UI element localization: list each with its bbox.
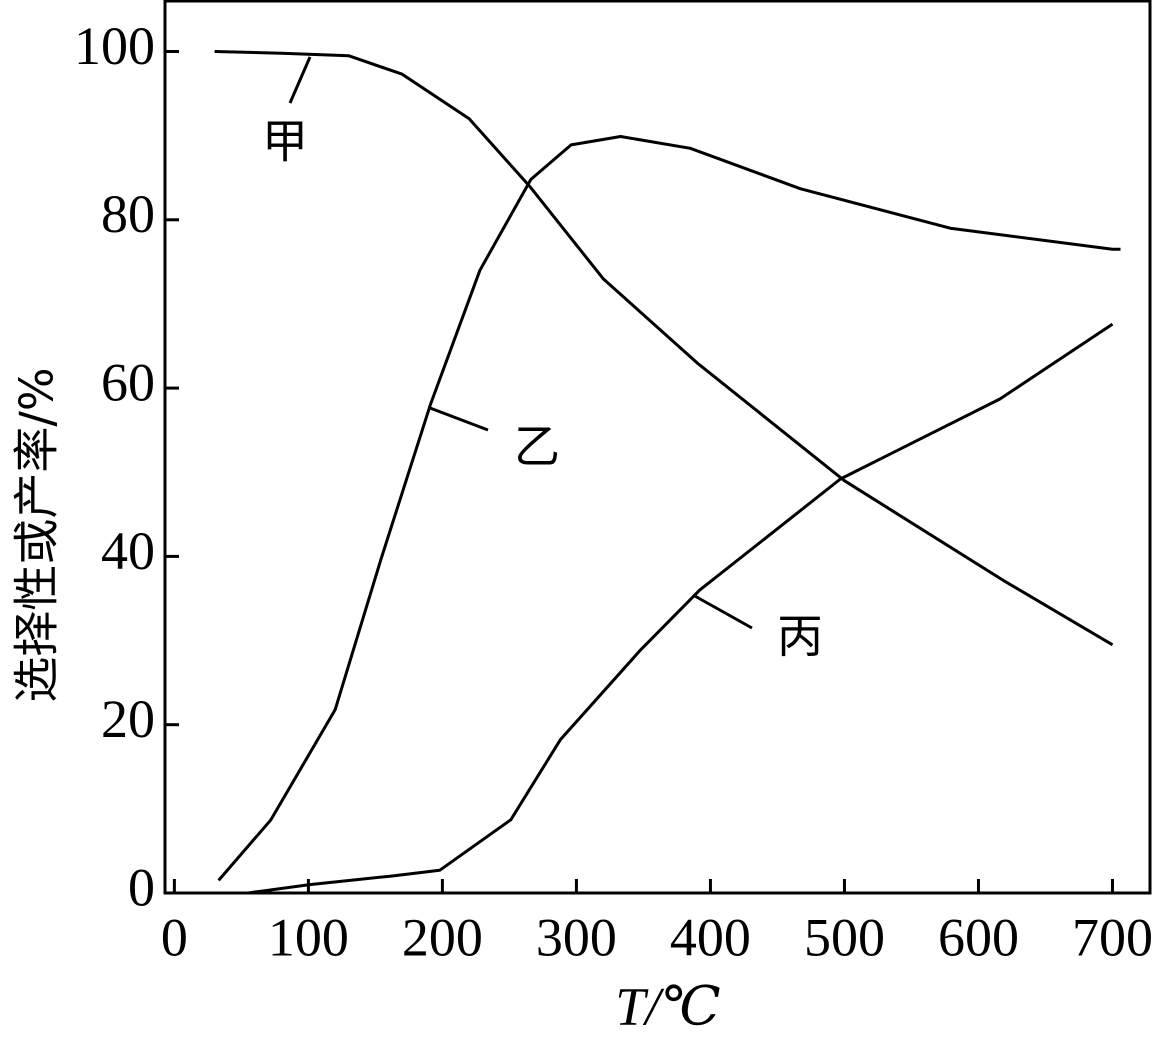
line [247,322,1114,895]
x-tick-label: 100 [268,907,349,967]
leader-line [429,406,489,432]
x-tick-label: 700 [1072,907,1153,967]
x-tick-label: 500 [804,907,885,967]
y-tick-label: 60 [101,352,155,412]
series-label: 甲 [262,115,308,169]
y-axis-label: 选择性或产率/% [10,367,64,702]
x-tick-label: 600 [938,907,1019,967]
plot-frame [163,0,1152,895]
leader-line [692,593,753,630]
x-tick-label: 0 [161,907,188,967]
y-tick-label: 80 [101,184,155,244]
y-tick-label: 20 [101,689,155,749]
series-label: 乙 [514,420,560,474]
x-axis-label: T/℃ [615,976,720,1036]
leader-line [288,56,312,104]
series-label: 丙 [777,610,823,664]
line [217,135,1121,882]
line [214,50,1114,647]
x-tick-label: 200 [402,907,483,967]
y-tick-label: 0 [128,857,155,917]
y-tick-label: 40 [101,521,155,581]
x-tick-label: 400 [670,907,751,967]
y-tick-label: 100 [74,16,155,76]
x-tick-label: 300 [536,907,617,967]
